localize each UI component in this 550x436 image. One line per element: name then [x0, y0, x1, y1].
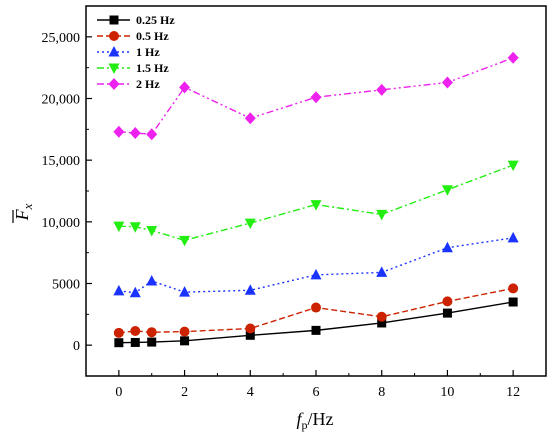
x-tick-label: 0	[115, 385, 122, 400]
legend-item: 1 Hz	[97, 45, 160, 59]
data-point	[179, 286, 191, 297]
legend-marker	[109, 31, 119, 41]
data-point	[179, 326, 190, 337]
legend-item: 2 Hz	[97, 77, 160, 91]
series-3	[113, 160, 519, 247]
x-tick-label: 8	[378, 385, 385, 400]
data-point	[129, 127, 141, 140]
data-point	[310, 91, 322, 104]
axis-ticks: 0 2 4 6 8 10 12 0 5000 10,000 15,000 20,000 25,000	[42, 31, 521, 400]
data-point	[113, 125, 125, 138]
data-point	[146, 225, 158, 237]
data-point	[311, 302, 321, 313]
data-point	[442, 308, 452, 318]
data-point	[376, 83, 388, 96]
data-point	[113, 221, 125, 233]
x-tick-label: 6	[313, 385, 320, 400]
y-tick-label: 10,000	[42, 216, 81, 231]
data-point	[147, 337, 157, 347]
legend-label: 0.25 Hz	[136, 13, 175, 27]
data-point	[146, 128, 158, 141]
data-point	[442, 296, 453, 307]
data-point	[376, 311, 387, 322]
x-tick-label: 2	[181, 385, 188, 400]
svg-text:Fx: Fx	[12, 203, 35, 221]
data-point	[507, 231, 519, 243]
x-tick-label: 12	[506, 385, 520, 400]
y-tick-label: 5000	[52, 278, 80, 293]
data-point	[441, 241, 453, 253]
data-point	[507, 160, 519, 172]
y-tick-label: 25,000	[42, 31, 81, 46]
legend-item: 0.5 Hz	[97, 29, 169, 43]
series-layer	[113, 51, 519, 348]
legend-label: 2 Hz	[136, 77, 160, 91]
data-point	[179, 81, 191, 94]
data-point	[376, 266, 388, 277]
legend-label: 0.5 Hz	[136, 29, 169, 43]
data-point	[377, 318, 387, 328]
data-point	[180, 336, 190, 346]
x-axis-title: fp/Hz	[296, 409, 333, 432]
data-point	[146, 327, 157, 338]
series-line	[118, 237, 514, 294]
data-point	[244, 218, 256, 230]
data-point	[244, 112, 256, 125]
data-point	[179, 235, 191, 247]
y-tick-label: 20,000	[42, 93, 81, 108]
data-point	[114, 338, 124, 348]
legend-item: 1.5 Hz	[97, 61, 169, 75]
legend-label: 1 Hz	[136, 45, 160, 59]
y-axis-title: Fx	[12, 203, 35, 223]
series-1	[113, 283, 519, 338]
legend-marker	[108, 78, 120, 90]
data-point	[376, 209, 388, 221]
data-point	[441, 76, 453, 89]
data-point	[245, 323, 256, 334]
y-tick-label: 0	[73, 339, 80, 354]
series-4	[113, 51, 519, 141]
data-point	[244, 284, 256, 295]
data-point	[508, 297, 518, 307]
data-point	[130, 337, 140, 347]
series-2	[113, 231, 519, 298]
data-point	[508, 283, 519, 294]
series-0	[114, 297, 518, 348]
legend-label: 1.5 Hz	[136, 61, 169, 75]
data-point	[146, 275, 158, 286]
legend-marker	[108, 46, 120, 57]
legend-item: 0.25 Hz	[97, 13, 175, 27]
data-point	[507, 51, 519, 64]
data-point	[129, 286, 141, 298]
data-point	[113, 327, 124, 338]
data-point	[129, 222, 141, 233]
y-tick-label: 15,000	[42, 154, 81, 169]
data-point	[441, 185, 453, 196]
legend-marker	[109, 15, 119, 25]
data-point	[113, 284, 125, 296]
data-point	[310, 268, 322, 280]
data-point	[245, 330, 255, 340]
x-tick-label: 10	[440, 385, 454, 400]
legend-marker	[108, 63, 120, 74]
x-tick-label: 4	[247, 385, 254, 400]
data-point	[310, 200, 322, 211]
data-point	[311, 325, 321, 335]
data-point	[130, 325, 141, 336]
legend: 0.25 Hz 0.5 Hz 1 Hz 1.5 Hz 2 Hz	[97, 13, 175, 91]
